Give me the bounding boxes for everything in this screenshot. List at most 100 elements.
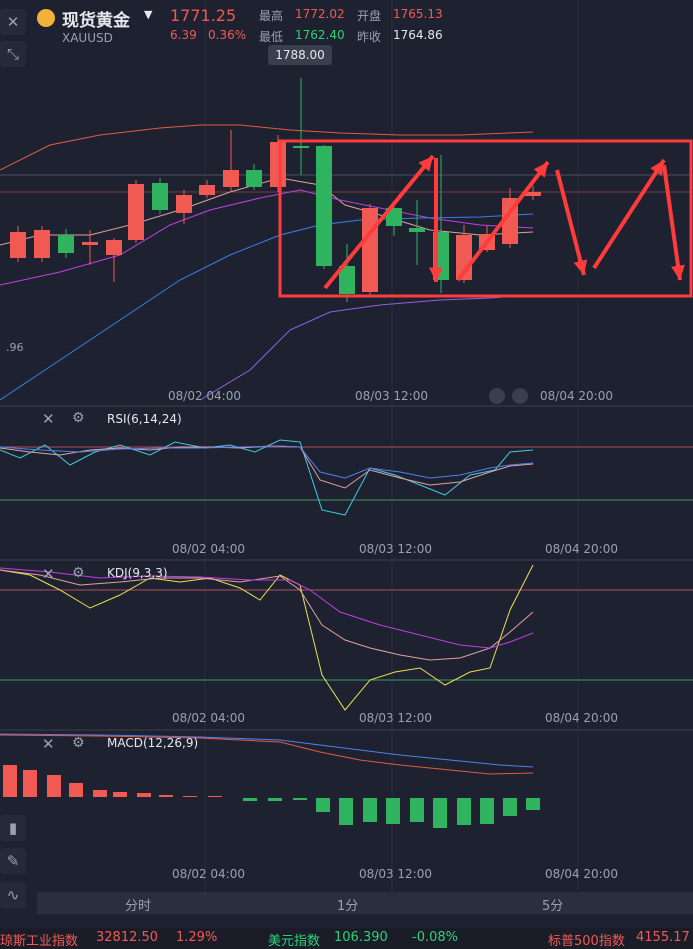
timeframe-bar: 分时 1分 5分 — [37, 892, 693, 914]
macd-bar-red-6 — [137, 793, 151, 797]
instrument-title[interactable]: 现货黄金 — [62, 11, 130, 31]
candle-body-5 — [128, 184, 144, 240]
candle-body-0 — [10, 232, 26, 258]
ticker-dxy-name[interactable]: 美元指数 — [268, 934, 321, 949]
macd-bar-red-4 — [93, 790, 107, 797]
candle-body-14 — [339, 266, 355, 294]
kdj-line-j — [0, 564, 534, 711]
low-label: 最低 — [259, 30, 284, 44]
instrument-symbol: XAUUSD — [62, 31, 113, 45]
macd-bar-green-12 — [526, 798, 540, 810]
price-axis-value: .96 — [6, 341, 24, 354]
candle-body-2 — [58, 235, 74, 253]
candle-body-15 — [362, 208, 378, 292]
high-price-tooltip: 1788.00 — [268, 45, 332, 65]
macd-bar-green-3 — [316, 798, 330, 812]
scroll-dot-2[interactable] — [512, 388, 528, 404]
rsi-line-24 — [0, 445, 534, 479]
timeframe-tab-intraday[interactable]: 分时 — [125, 899, 152, 914]
chevron-down-icon[interactable]: ▼ — [144, 8, 153, 21]
scroll-dot-1[interactable] — [489, 388, 505, 404]
macd-label: MACD(12,26,9) — [107, 736, 199, 750]
kdj-close-icon[interactable]: ✕ — [42, 565, 55, 583]
last-price: 1771.25 — [170, 6, 237, 25]
annotation-arrow-down-2-head — [573, 259, 588, 275]
annotation-arrow-up-1-shaft — [323, 154, 435, 290]
price-change: 6.39 — [170, 28, 197, 42]
macd-bar-green-8 — [433, 798, 447, 828]
rsi-gear-icon[interactable]: ⚙ — [72, 410, 85, 426]
indicator-tool-icon[interactable]: ∿ — [0, 882, 26, 908]
ticker-dow-value: 32812.50 — [96, 930, 159, 945]
main-time-label-3: 08/04 20:00 — [540, 389, 613, 403]
kdj-gear-icon[interactable]: ⚙ — [72, 565, 85, 581]
rsi-time-label-2: 08/03 12:00 — [359, 542, 432, 556]
kdj-time-label-3: 08/04 20:00 — [545, 711, 618, 725]
candle-body-13 — [316, 146, 332, 266]
macd-bar-red-7 — [159, 795, 173, 797]
rsi-close-icon[interactable]: ✕ — [42, 410, 55, 428]
candlestick-tool-icon[interactable]: ▮ — [0, 815, 26, 841]
macd-bar-green-11 — [503, 798, 517, 816]
annotation-arrow-up-2-shaft — [456, 160, 550, 282]
macd-bar-green-1 — [268, 798, 282, 801]
ma-blue-line — [0, 213, 534, 401]
rsi-time-label-3: 08/04 20:00 — [545, 542, 618, 556]
open-label: 开盘 — [357, 9, 382, 23]
candle-body-11 — [270, 142, 286, 187]
prev-close-value: 1764.86 — [393, 28, 443, 42]
macd-bar-green-0 — [243, 798, 257, 801]
macd-bar-red-8 — [183, 796, 197, 797]
annotation-arrow-down-2-shaft — [555, 169, 586, 276]
candle-body-6 — [152, 183, 168, 210]
ma-lower-line — [199, 294, 534, 401]
macd-bar-red-0 — [3, 765, 17, 797]
timeframe-tab-5min[interactable]: 5分 — [542, 899, 564, 914]
candle-body-8 — [199, 185, 215, 195]
macd-dif-line — [0, 733, 534, 768]
ticker-dow-change: 1.29% — [176, 930, 218, 945]
macd-bar-red-9 — [208, 796, 222, 797]
main-time-label-2: 08/03 12:00 — [355, 389, 428, 403]
kdj-time-label-1: 08/02 04:00 — [172, 711, 245, 725]
ticker-dow-name[interactable]: 琼斯工业指数 — [0, 934, 79, 949]
high-label: 最高 — [259, 9, 284, 23]
main-time-label-1: 08/02 04:00 — [168, 389, 241, 403]
macd-bar-green-9 — [457, 798, 471, 825]
macd-bar-green-4 — [339, 798, 353, 825]
macd-time-label-2: 08/03 12:00 — [359, 867, 432, 881]
candle-body-1 — [34, 230, 50, 258]
annotation-range-box — [278, 139, 693, 298]
macd-bar-green-6 — [386, 798, 400, 824]
ma-upper-line — [0, 124, 534, 171]
macd-bar-green-5 — [363, 798, 377, 822]
macd-bar-red-1 — [23, 770, 37, 797]
close-icon[interactable]: ✕ — [0, 9, 26, 35]
expand-icon[interactable]: ⤡ — [0, 41, 26, 67]
annotation-arrow-down-3-head — [671, 264, 685, 280]
macd-time-label-1: 08/02 04:00 — [172, 867, 245, 881]
annotation-arrow-up-2-head — [533, 162, 548, 178]
pen-tool-icon[interactable]: ✎ — [0, 848, 26, 874]
ticker-sp500-name[interactable]: 标普500指数 — [548, 934, 625, 949]
ticker-dxy-value: 106.390 — [334, 930, 388, 945]
macd-time-label-3: 08/04 20:00 — [545, 867, 618, 881]
timeframe-tab-1min[interactable]: 1分 — [337, 899, 359, 914]
macd-bar-red-5 — [113, 792, 127, 797]
candle-body-12 — [293, 146, 309, 148]
macd-gear-icon[interactable]: ⚙ — [72, 735, 85, 751]
rsi-time-label-1: 08/02 04:00 — [172, 542, 245, 556]
open-value: 1765.13 — [393, 7, 443, 21]
candle-body-7 — [176, 195, 192, 213]
candle-body-10 — [246, 170, 262, 187]
ma-purple-line — [0, 189, 534, 286]
annotation-arrow-up-3-head — [650, 160, 664, 176]
gold-logo-icon — [37, 9, 55, 27]
macd-bar-red-3 — [69, 783, 83, 797]
annotation-arrow-up-3-shaft — [592, 158, 666, 270]
macd-close-icon[interactable]: ✕ — [42, 735, 55, 753]
index-ticker: 琼斯工业指数 32812.50 1.29% 美元指数 106.390 -0.08… — [0, 928, 693, 949]
candle-body-22 — [525, 192, 541, 196]
rsi-line-6 — [0, 439, 534, 516]
